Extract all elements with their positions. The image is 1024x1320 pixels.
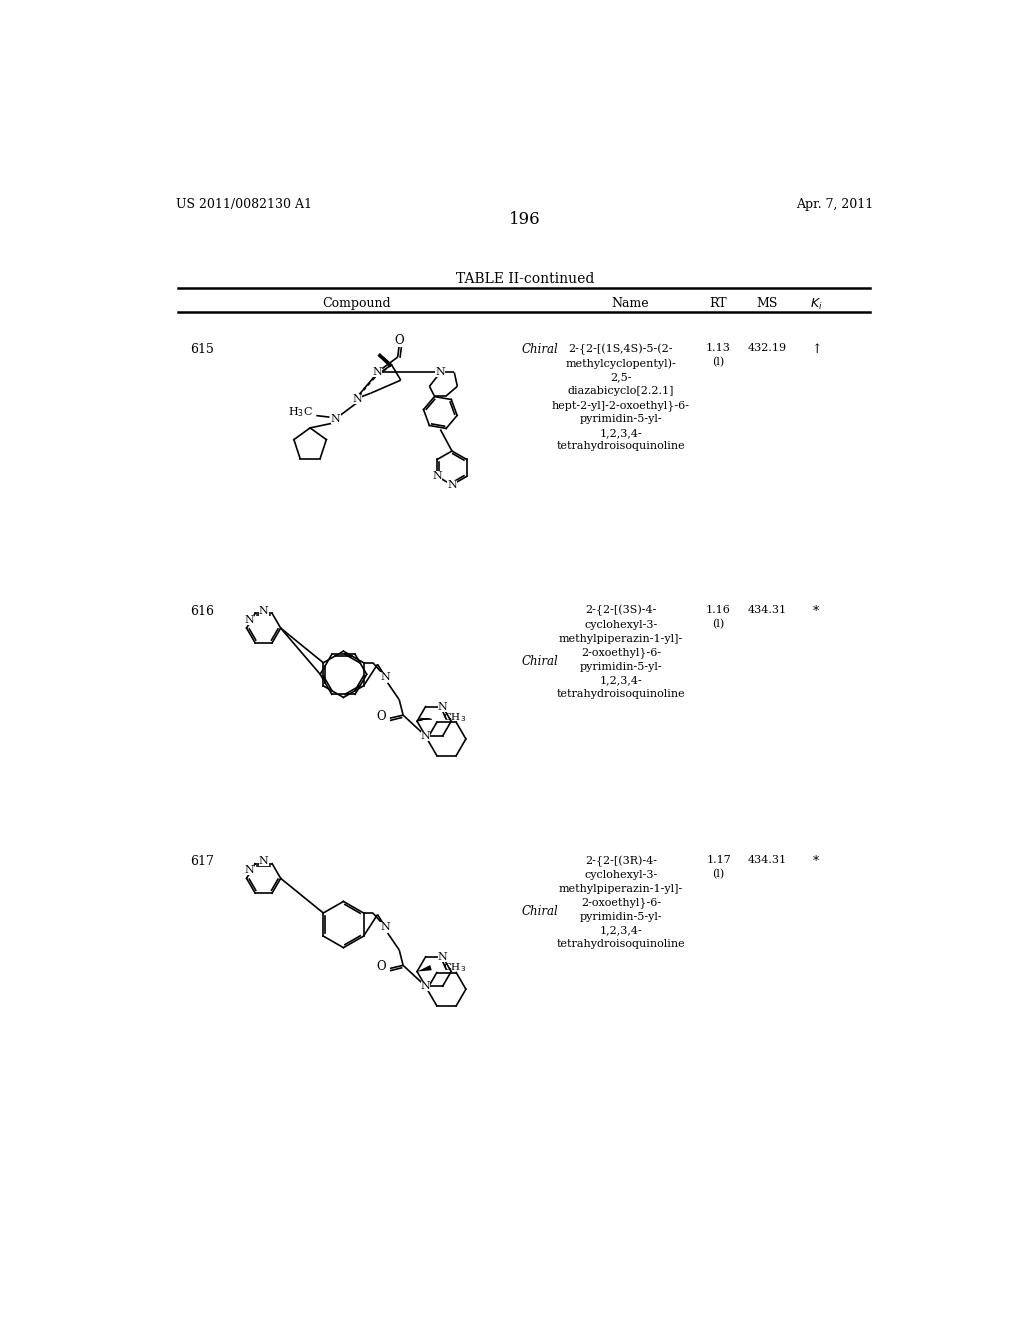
- Text: N: N: [259, 857, 268, 866]
- Text: 615: 615: [190, 343, 214, 356]
- Text: Name: Name: [611, 297, 649, 310]
- Text: N: N: [435, 367, 445, 378]
- Text: 616: 616: [190, 605, 214, 618]
- Text: N: N: [380, 921, 390, 932]
- Text: *: *: [813, 855, 819, 869]
- Text: 432.19: 432.19: [748, 343, 786, 354]
- Text: 1.13
(l): 1.13 (l): [707, 343, 731, 367]
- Text: RT: RT: [710, 297, 727, 310]
- Text: 1.16
(l): 1.16 (l): [707, 605, 731, 630]
- Text: US 2011/0082130 A1: US 2011/0082130 A1: [176, 198, 312, 211]
- Text: Chiral: Chiral: [521, 343, 558, 356]
- Polygon shape: [417, 965, 432, 972]
- Text: N: N: [244, 865, 254, 875]
- Text: *: *: [813, 605, 819, 618]
- Text: 434.31: 434.31: [748, 605, 786, 615]
- Text: N: N: [244, 615, 254, 624]
- Text: CH$_3$: CH$_3$: [443, 711, 467, 723]
- Text: 2-{2-[(1S,4S)-5-(2-
methylcyclopentyl)-
2,5-
diazabicyclo[2.2.1]
hept-2-yl]-2-ox: 2-{2-[(1S,4S)-5-(2- methylcyclopentyl)- …: [552, 343, 690, 451]
- Text: 2-{2-[(3R)-4-
cyclohexyl-3-
methylpiperazin-1-yl]-
2-oxoethyl}-6-
pyrimidin-5-yl: 2-{2-[(3R)-4- cyclohexyl-3- methylpipera…: [557, 855, 685, 949]
- Text: ↑: ↑: [811, 343, 821, 356]
- Text: $K_i$: $K_i$: [810, 297, 822, 312]
- Text: TABLE II-continued: TABLE II-continued: [456, 272, 594, 286]
- Text: 2-{2-[(3S)-4-
cyclohexyl-3-
methylpiperazin-1-yl]-
2-oxoethyl}-6-
pyrimidin-5-yl: 2-{2-[(3S)-4- cyclohexyl-3- methylpipera…: [557, 605, 685, 698]
- Text: N: N: [373, 367, 382, 378]
- Text: N: N: [421, 731, 430, 741]
- Text: N: N: [432, 471, 442, 482]
- Text: 1.17
(l): 1.17 (l): [707, 855, 731, 879]
- Text: N: N: [438, 702, 447, 711]
- Text: Chiral: Chiral: [521, 655, 558, 668]
- Text: H$_3$C: H$_3$C: [288, 405, 312, 420]
- Text: Apr. 7, 2011: Apr. 7, 2011: [797, 198, 873, 211]
- Text: N: N: [421, 981, 430, 991]
- Text: 196: 196: [509, 211, 541, 228]
- Text: CH$_3$: CH$_3$: [443, 961, 467, 974]
- Text: O: O: [394, 334, 404, 347]
- Text: 434.31: 434.31: [748, 855, 786, 865]
- Text: N: N: [259, 606, 268, 616]
- Text: N: N: [352, 393, 362, 404]
- Text: 617: 617: [190, 855, 214, 869]
- Text: O: O: [377, 710, 386, 723]
- Text: O: O: [377, 961, 386, 973]
- Text: Chiral: Chiral: [521, 906, 558, 919]
- Text: Compound: Compound: [323, 297, 391, 310]
- Text: N: N: [438, 952, 447, 962]
- Text: N: N: [380, 672, 390, 681]
- Text: N: N: [331, 413, 341, 424]
- Text: N: N: [447, 480, 457, 490]
- Text: MS: MS: [757, 297, 778, 310]
